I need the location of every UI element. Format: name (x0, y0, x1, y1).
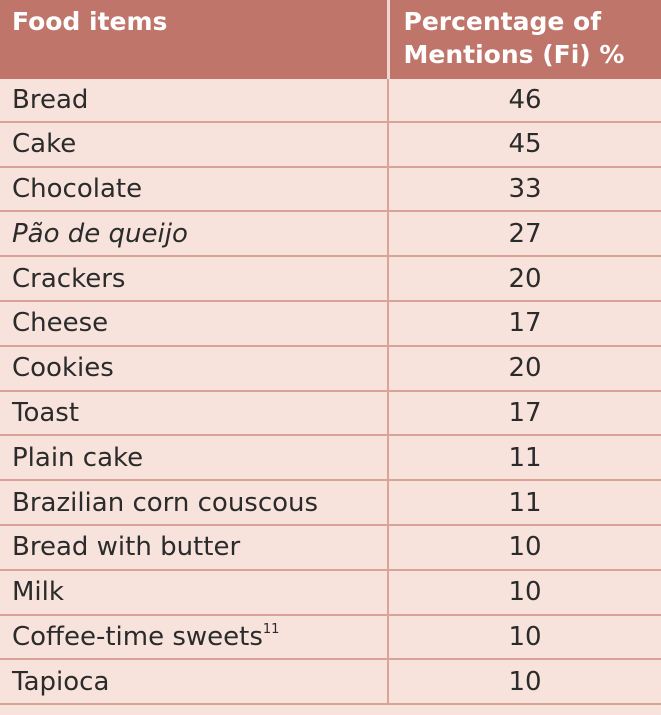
food-item-cell: Bread (0, 75, 389, 122)
table-row: Cheese 17 (0, 299, 661, 346)
percentage-cell: 27 (388, 210, 661, 257)
food-item-cell: Plain cake (0, 434, 389, 481)
food-item-cell: Bread with butter (0, 523, 389, 570)
food-item-cell: Toast (0, 389, 389, 436)
percentage-cell: 17 (388, 389, 661, 436)
table-row: Bread with butter 10 (0, 523, 661, 570)
percentage-cell: 17 (388, 299, 661, 346)
percentage-cell: 11 (388, 434, 661, 481)
table-row: Cookies 20 (0, 344, 661, 391)
footnote-marker: 11 (262, 622, 280, 638)
header-row: Food items Percentage of Mentions (Fi) % (0, 0, 661, 77)
percentage-cell: 33 (388, 165, 661, 212)
header-percentage: Percentage of Mentions (Fi) % (388, 0, 661, 77)
food-item-cell: Crackers (0, 255, 389, 301)
food-item-cell: Cookies (0, 344, 389, 391)
percentage-cell: 10 (388, 658, 661, 706)
header-percentage-line1: Percentage of (403, 7, 602, 36)
food-item-cell: Brazilian corn couscous (0, 479, 389, 525)
food-item-cell: Chocolate (0, 165, 389, 212)
food-item-cell: Cheese (0, 299, 389, 346)
table-row: Coffee-time sweets11 10 (0, 613, 661, 660)
table-row: Brazilian corn couscous 11 (0, 479, 661, 525)
table-row: Plain cake 11 (0, 434, 661, 481)
table-body: Bread 46 Cake 45 Chocolate 33 Pão de que… (0, 75, 661, 706)
percentage-cell: 10 (388, 568, 661, 615)
table-header: Food items Percentage of Mentions (Fi) % (0, 0, 661, 77)
table-row: Bread 46 (0, 75, 661, 122)
food-item-cell: Pão de queijo (0, 210, 389, 257)
table-row: Crackers 20 (0, 255, 661, 301)
food-item-cell: Tapioca (0, 658, 389, 706)
food-item-cell: Milk (0, 568, 389, 615)
percentage-cell: 45 (388, 120, 661, 167)
percentage-cell: 20 (388, 344, 661, 391)
percentage-cell: 10 (388, 613, 661, 660)
table-row: Pão de queijo 27 (0, 210, 661, 257)
percentage-cell: 46 (388, 75, 661, 122)
table-row: Tapioca 10 (0, 658, 661, 706)
percentage-cell: 20 (388, 255, 661, 301)
table-row: Chocolate 33 (0, 165, 661, 212)
table-row: Milk 10 (0, 568, 661, 615)
percentage-cell: 11 (388, 479, 661, 525)
header-percentage-line2: Mentions (Fi) % (403, 40, 625, 69)
percentage-cell: 10 (388, 523, 661, 570)
food-item-text: Coffee-time sweets (12, 621, 263, 652)
table-row: Cake 45 (0, 120, 661, 167)
food-item-cell: Cake (0, 120, 389, 167)
food-item-cell: Coffee-time sweets11 (0, 613, 389, 660)
table-row: Toast 17 (0, 389, 661, 436)
header-food-items: Food items (0, 0, 390, 77)
